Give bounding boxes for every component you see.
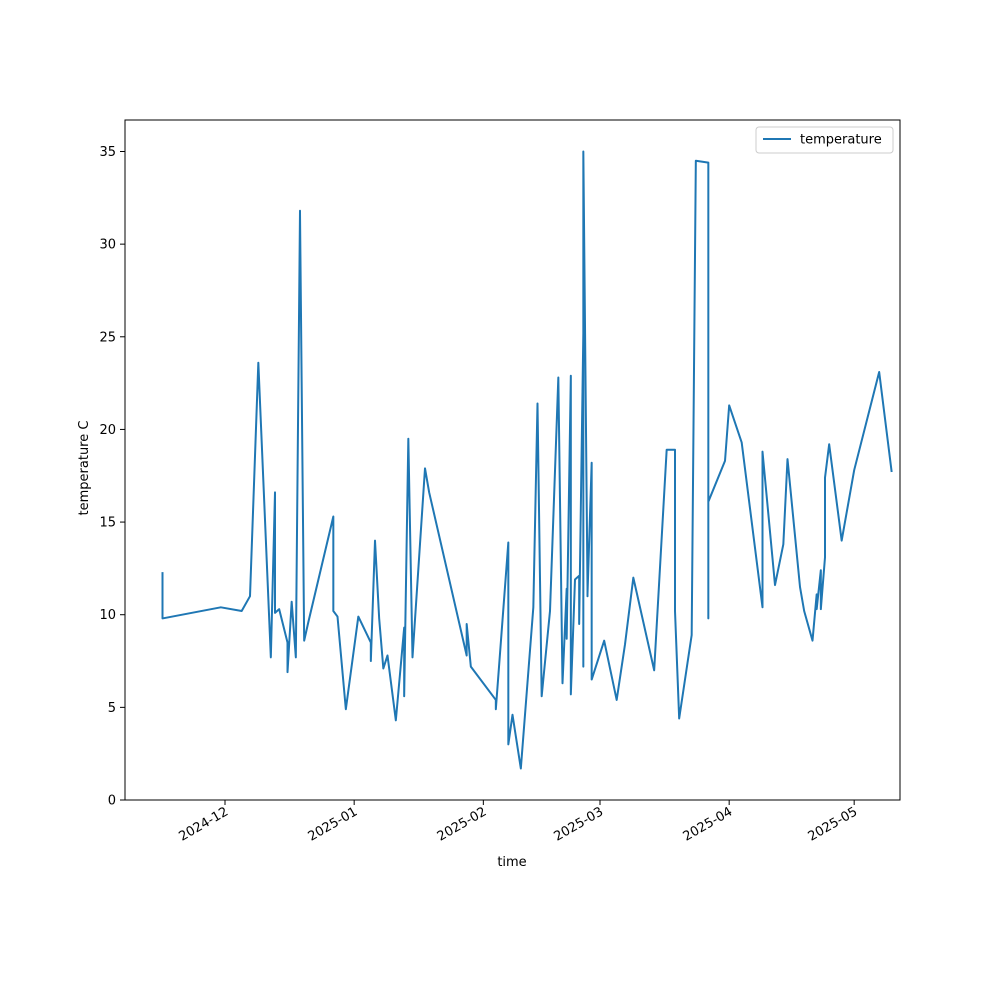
y-tick-label: 20: [99, 423, 116, 438]
x-tick-label: 2025-03: [551, 804, 606, 844]
y-tick-label: 0: [108, 794, 116, 809]
legend-label: temperature: [800, 133, 882, 148]
legend: temperature: [755, 126, 894, 154]
x-tick-label: 2025-04: [681, 804, 736, 844]
x-tick-label: 2025-05: [806, 804, 861, 844]
x-tick-label: 2025-02: [435, 804, 490, 844]
x-axis-title: time: [497, 855, 526, 870]
y-axis-title: temperature C: [77, 421, 92, 516]
legend-box: [755, 126, 894, 154]
plot-area: [125, 120, 900, 800]
y-axis-ticks: 0 5 10 15 20 25 30 35: [99, 145, 125, 809]
y-tick-label: 25: [99, 330, 116, 345]
y-tick-label: 30: [99, 238, 116, 253]
y-tick-label: 15: [99, 516, 116, 531]
x-tick-label: 2024-12: [176, 804, 231, 844]
plot-frame: [124, 119, 901, 801]
y-tick-label: 10: [99, 608, 116, 623]
temperature-series-line: [161, 150, 893, 770]
x-axis-ticks: 2024-12 2025-01 2025-02 2025-03 2025-04 2025-…: [176, 800, 860, 845]
x-tick-label: 2025-01: [306, 804, 361, 844]
y-tick-label: 5: [108, 701, 116, 716]
y-tick-label: 35: [99, 145, 116, 160]
